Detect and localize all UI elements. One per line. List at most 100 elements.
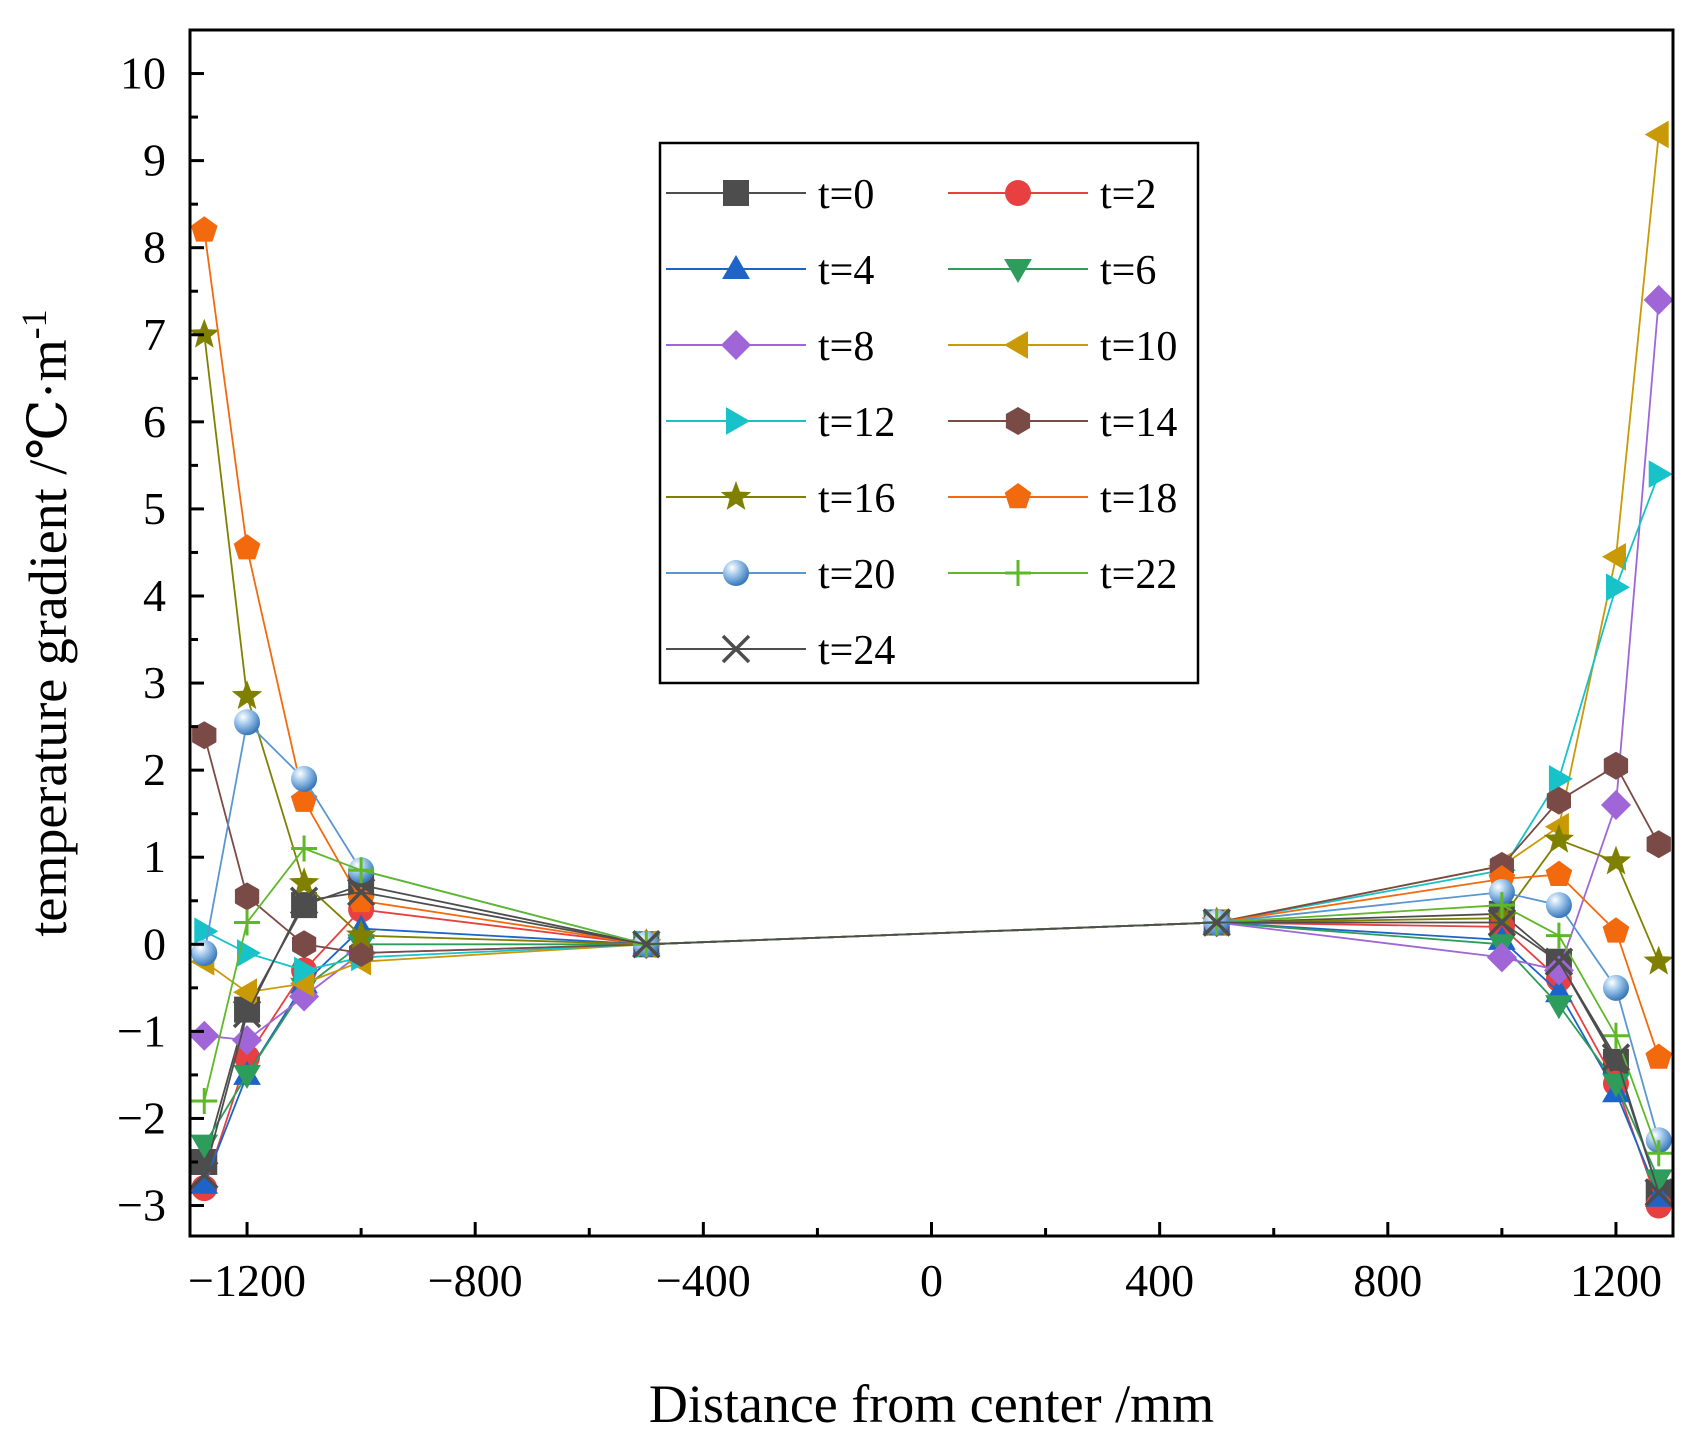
data-point-t-10 <box>1644 120 1669 149</box>
legend-marker <box>722 255 750 279</box>
data-point-t-10 <box>290 969 315 998</box>
y-tick-label: 4 <box>143 570 166 621</box>
y-tick-label: 9 <box>143 135 166 186</box>
y-tick-label: 5 <box>143 483 166 534</box>
legend-marker <box>721 330 751 360</box>
legend-marker <box>723 180 749 206</box>
legend-label: t=4 <box>818 248 874 294</box>
y-tick-label: 7 <box>143 309 166 360</box>
legend-marker <box>720 481 752 510</box>
legend-item: t=6 <box>948 248 1156 294</box>
data-point-t-14 <box>1603 751 1629 780</box>
legend-item: t=20 <box>666 552 895 598</box>
y-tick-label: 10 <box>120 48 166 99</box>
data-point-t-24 <box>190 1160 219 1190</box>
data-point-t-18 <box>1602 917 1630 943</box>
legend-marker <box>721 634 751 664</box>
x-tick-label: 800 <box>1353 1255 1422 1306</box>
legend-label: t=2 <box>1100 172 1156 218</box>
y-tick-label: 0 <box>143 918 166 969</box>
data-point-t-20 <box>1545 892 1572 919</box>
legend-item: t=2 <box>948 172 1156 218</box>
legend-marker <box>1004 483 1032 509</box>
data-point-t-12 <box>194 917 219 946</box>
y-tick-label: 1 <box>143 831 166 882</box>
legend-label: t=14 <box>1100 400 1177 446</box>
data-point-t-22 <box>1488 892 1515 919</box>
data-point-t-22 <box>348 857 375 884</box>
data-point-t-18 <box>290 786 318 812</box>
data-point-t-8 <box>1643 284 1674 315</box>
axis-ticks: −1200 −800 −400 0 400 800 1200 −3 −2 −1 0 1 2 3 4 5 6 7 8 9… <box>117 48 1662 1306</box>
data-point-t-6 <box>233 1064 261 1089</box>
data-point-t-18 <box>233 534 261 560</box>
legend-label: t=12 <box>818 400 895 446</box>
legend-marker <box>726 407 750 435</box>
data-point-t-14 <box>1646 830 1671 859</box>
data-point-t-22 <box>291 835 318 862</box>
data-point-t-24 <box>232 999 262 1029</box>
legend-label: t=22 <box>1100 552 1177 598</box>
legend-box <box>658 141 1200 685</box>
data-point-t-24 <box>1601 1043 1631 1072</box>
data-point-t-16 <box>345 919 377 949</box>
y-axis-title-superscript: -1 <box>14 309 54 339</box>
data-point-t-14 <box>192 721 217 750</box>
legend-item: t=18 <box>948 476 1177 522</box>
x-axis-title: Distance from center /mm <box>649 1374 1214 1434</box>
data-point-t-22 <box>1645 1140 1672 1167</box>
data-point-t-20 <box>1488 879 1515 906</box>
data-point-t-10 <box>233 978 257 1006</box>
data-point-t-22 <box>191 1088 218 1115</box>
data-point-t-6 <box>190 1134 219 1159</box>
legend-item: t=16 <box>666 476 895 522</box>
data-point-t-24 <box>1202 908 1231 937</box>
x-tick-label: −400 <box>656 1255 751 1306</box>
legend-marker <box>1005 560 1031 586</box>
data-point-t-6 <box>1545 995 1573 1020</box>
legend: t=0 t=2 t=4 t=6 t=8 t=10 t=12 t=14 t=16 t=18 t=20 t… <box>658 141 1200 685</box>
data-point-t-12 <box>1606 573 1630 602</box>
legend-item: t=24 <box>666 628 895 674</box>
legend-label: t=24 <box>818 628 895 674</box>
data-point-t-24 <box>289 886 319 915</box>
data-point-t-18 <box>1645 1043 1673 1069</box>
data-point-t-20 <box>191 940 218 967</box>
legend-item: t=8 <box>666 324 874 370</box>
y-tick-label: 3 <box>143 657 166 708</box>
data-point-t-16 <box>189 318 220 348</box>
series-t-24 <box>190 877 1673 1207</box>
x-tick-label: 0 <box>920 1255 943 1306</box>
legend-marker <box>1004 331 1028 359</box>
legend-marker <box>1005 407 1031 435</box>
data-point-t-20 <box>234 709 261 736</box>
data-point-t-0 <box>291 892 318 919</box>
legend-marker <box>723 560 749 586</box>
legend-item: t=14 <box>948 400 1177 446</box>
legend-label: t=8 <box>818 324 874 370</box>
data-point-t-12 <box>1548 765 1573 793</box>
data-point-t-16 <box>1643 945 1674 975</box>
data-point-t-24 <box>1487 908 1517 937</box>
legend-label: t=6 <box>1100 248 1156 294</box>
data-point-t-8 <box>1601 790 1631 820</box>
data-point-t-22 <box>234 909 261 936</box>
legend-marker <box>1004 259 1032 283</box>
x-tick-label: 1200 <box>1570 1255 1662 1306</box>
x-tick-label: −1200 <box>188 1255 306 1306</box>
data-point-t-18 <box>190 216 218 242</box>
data-point-t-24 <box>1544 947 1574 976</box>
data-point-t-12 <box>1648 460 1673 488</box>
legend-item: t=22 <box>948 552 1177 598</box>
legend-label: t=10 <box>1100 324 1177 370</box>
plot-series-layer <box>189 120 1674 1219</box>
data-point-t-8 <box>1486 942 1517 973</box>
data-point-t-12 <box>294 956 319 985</box>
y-tick-label: 2 <box>143 744 166 795</box>
data-point-t-24 <box>632 930 661 959</box>
y-tick-label: −3 <box>117 1180 166 1231</box>
data-point-t-10 <box>1602 543 1626 571</box>
y-axis-title-main: temperature gradient /℃·m <box>18 339 78 936</box>
data-point-t-24 <box>1644 1178 1673 1207</box>
data-point-t-16 <box>1600 845 1632 875</box>
